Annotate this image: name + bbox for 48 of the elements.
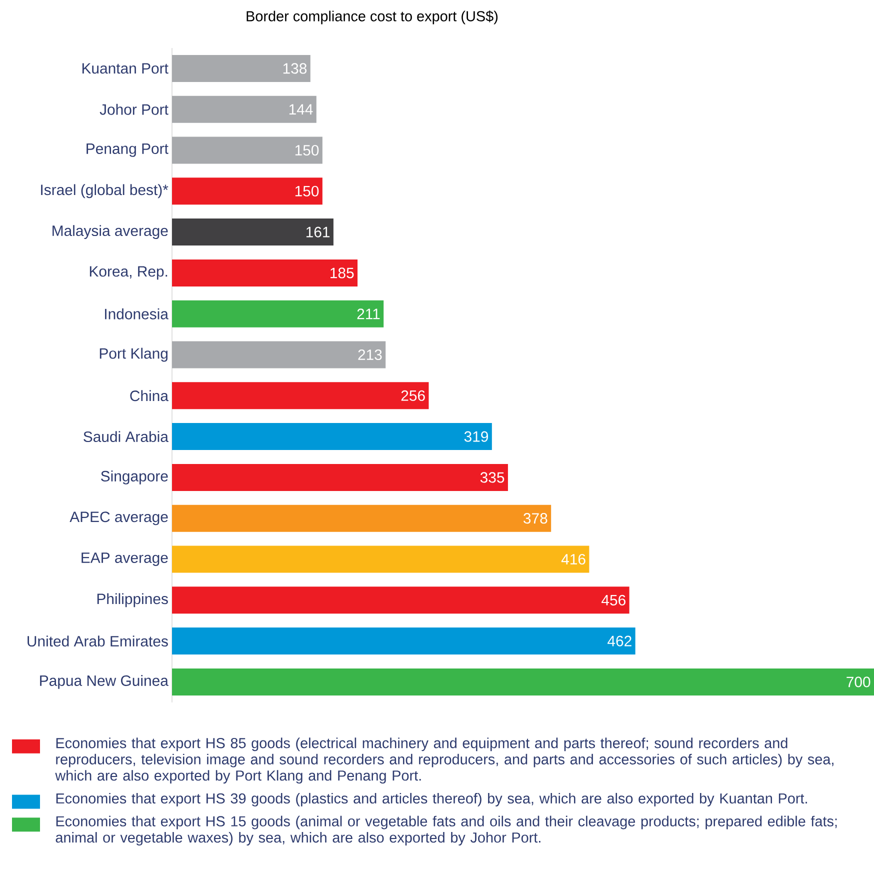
y-tick-label: Penang Port: [86, 144, 168, 157]
bar: [172, 586, 630, 614]
y-tick-label: Malaysia average: [52, 225, 168, 240]
bar: [172, 382, 429, 410]
data-label: 456: [602, 594, 626, 606]
data-label: 378: [524, 513, 548, 524]
data-label: 213: [358, 349, 382, 360]
bar: [172, 178, 322, 205]
data-label: 150: [295, 186, 319, 196]
chart-title: Border compliance cost to export (US$): [246, 10, 498, 24]
data-label: 462: [608, 636, 632, 646]
data-label: 256: [401, 390, 425, 401]
y-tick-label: Port Klang: [100, 348, 168, 362]
legend-label: Economies that export HS 39 goods (plastics and articles thereof) by sea, which are also exported by Kuantan Port.: [56, 792, 807, 806]
bar: [172, 300, 384, 328]
legend-label: Economies that export HS 15 goods (animal or vegetable fats and oils and their cleavage products; prepared edible fats; animal or vegetable waxes) by sea, which are also exported by Johor Port.: [56, 816, 837, 846]
bar: [172, 218, 334, 246]
y-tick-label: China: [130, 390, 168, 402]
bar: [172, 423, 492, 450]
bar: [172, 504, 552, 532]
data-label: 211: [357, 308, 380, 320]
y-tick-label: Israel (global best)*: [41, 184, 168, 198]
y-tick-label: Korea, Rep.: [90, 266, 168, 280]
data-label: 138: [283, 63, 307, 74]
y-tick-label: EAP average: [82, 552, 168, 566]
data-label: 144: [289, 104, 313, 114]
y-tick-label: Philippines: [97, 593, 168, 608]
data-label: 185: [330, 268, 354, 278]
data-label: 335: [480, 472, 504, 483]
y-tick-label: Indonesia: [105, 308, 168, 320]
y-tick-label: Saudi Arabia: [84, 431, 168, 442]
data-label: 700: [846, 676, 870, 688]
bar: [172, 259, 358, 286]
bar: [172, 668, 874, 696]
data-label: 161: [306, 226, 330, 238]
bar: [172, 628, 636, 655]
y-tick-label: Singapore: [101, 470, 168, 484]
y-tick-label: Johor Port: [100, 104, 168, 115]
bar: [172, 546, 590, 573]
legend-label: Economies that export HS 85 goods (electrical machinery and equipment and parts thereof; sound recorders and reproducers, television image and sound recorders and reproducers, and parts and accessories of such articles) by sea, which are also exported by Port Klang and Penang Port.: [55, 738, 834, 784]
data-label: 150: [295, 144, 319, 156]
bar: [172, 464, 508, 491]
data-label: 416: [561, 554, 586, 565]
y-tick-label: United Arab Emirates: [28, 636, 168, 647]
y-tick-label: Papua New Guinea: [40, 674, 168, 689]
y-tick-label: Kuantan Port: [82, 63, 168, 74]
y-tick-label: APEC average: [70, 512, 168, 526]
data-label: 319: [464, 431, 488, 442]
